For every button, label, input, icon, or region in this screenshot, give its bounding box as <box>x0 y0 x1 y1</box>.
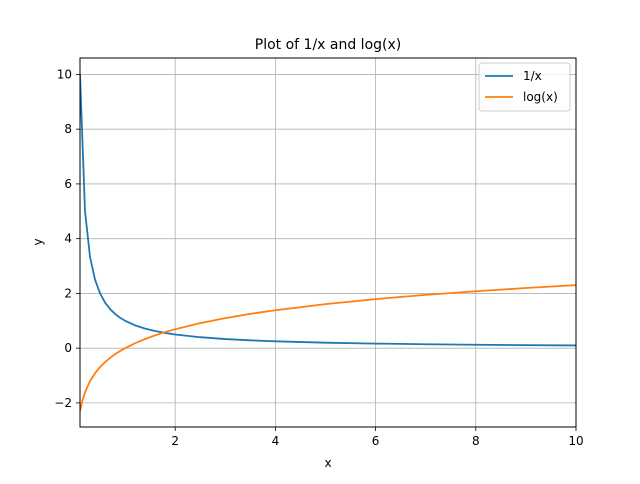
chart-title: Plot of 1/x and log(x) <box>255 37 401 53</box>
x-tick-label: 10 <box>568 434 583 448</box>
y-tick-label: 8 <box>64 122 72 136</box>
x-tick-label: 8 <box>472 434 480 448</box>
y-tick-label: 0 <box>64 341 72 355</box>
series-line-log-x <box>80 284 576 412</box>
y-tick-label: 6 <box>64 177 72 191</box>
y-tick-label: 10 <box>57 67 72 81</box>
series-layer <box>80 74 576 412</box>
legend-box <box>478 62 571 112</box>
x-axis-label: x <box>324 456 331 470</box>
legend-label-1-x: 1/x <box>523 69 542 83</box>
y-tick-label: 4 <box>64 232 72 246</box>
axes-frame <box>79 57 577 428</box>
legend-label-log-x: log(x) <box>523 90 558 104</box>
y-axis-label: y <box>31 238 45 245</box>
ticks: 2 4 6 8 10 −2 0 2 4 6 8 10 <box>54 67 583 448</box>
series-line-1-x <box>80 74 576 347</box>
y-tick-label: 2 <box>64 286 72 300</box>
y-tick-label: −2 <box>54 396 72 410</box>
legend: 1/x log(x) <box>478 62 571 112</box>
x-tick-label: 6 <box>372 434 380 448</box>
x-tick-label: 2 <box>171 434 179 448</box>
grid <box>80 58 577 427</box>
x-tick-label: 4 <box>272 434 280 448</box>
